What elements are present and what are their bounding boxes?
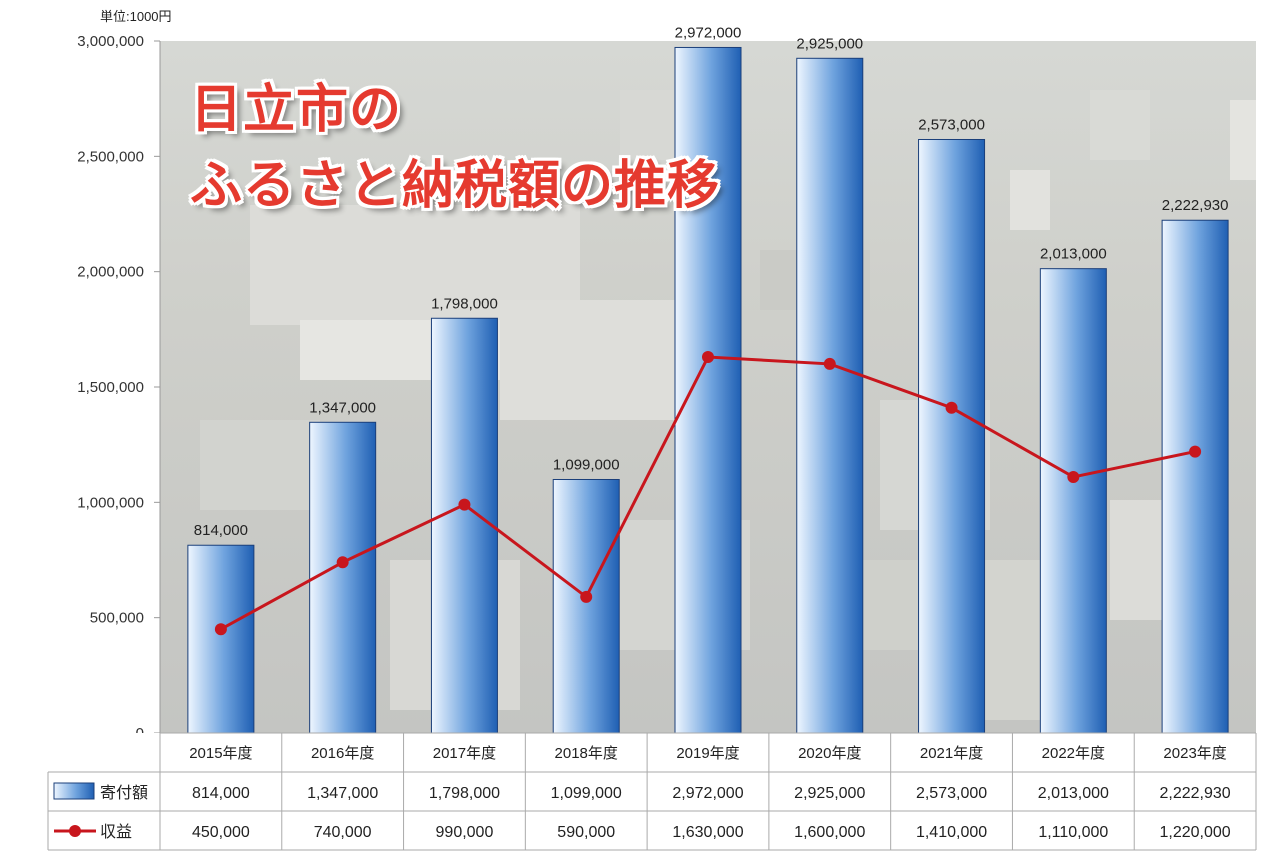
photo-block-8 [1090,90,1150,160]
bar-data-label: 2,925,000 [796,35,863,52]
line-point [823,357,836,370]
bar [674,46,742,734]
table-cell-donation: 1,798,000 [429,785,500,802]
line-point [1189,445,1202,458]
bar [430,317,498,734]
table-cell-revenue: 1,220,000 [1160,824,1231,841]
x-tick-label: 2018年度 [555,745,618,762]
y-tick-label: 2,000,000 [77,264,144,281]
table-cell-revenue: 740,000 [314,824,372,841]
bar-data-label: 1,099,000 [553,456,620,473]
line-series [214,351,1202,636]
bar [309,421,377,734]
bar-data-label: 2,972,000 [675,24,742,41]
table-background [48,733,1256,850]
legend-label-donation: 寄付額 [100,784,148,802]
bar [552,478,620,734]
y-tick-label: 500,000 [90,610,144,627]
table-cell-donation: 1,347,000 [307,785,378,802]
table-cell-donation: 2,013,000 [1038,785,1109,802]
y-tick-label: 1,500,000 [77,379,144,396]
line-point [580,590,593,603]
bar [1161,219,1229,734]
line-point [336,556,349,569]
bar-series: 814,000 1,347,000 1,798,000 1,099,000 2,972,… [187,24,1229,734]
bar [187,544,255,734]
unit-label: 単位:1000円 [100,9,172,24]
x-tick-label: 2016年度 [311,745,374,762]
chart-title: 日立市の ふるさと納税額の推移 [190,72,720,224]
line-point [945,401,958,414]
y-tick-label: 2,500,000 [77,148,144,165]
legend-marker-revenue [69,825,81,837]
y-axis: 0500,0001,000,0001,500,0002,000,0002,500… [77,33,161,742]
bar-data-label: 1,347,000 [309,399,376,416]
bar-data-label: 2,013,000 [1040,246,1107,263]
table-cell-donation: 2,925,000 [794,785,865,802]
photo-block-9 [1230,100,1256,180]
table-cell-donation: 1,099,000 [551,785,622,802]
data-table: 2015年度 2016年度 2017年度 2018年度 2019年度 2020年度 2021… [47,732,1257,851]
table-cell-revenue: 1,410,000 [916,824,987,841]
legend-swatch-donation [53,782,95,800]
bar-data-label: 814,000 [194,522,248,539]
bar-data-label: 1,798,000 [431,295,498,312]
bar [1039,268,1107,734]
table-cell-donation: 2,573,000 [916,785,987,802]
table-cell-revenue: 450,000 [192,824,250,841]
bar-data-label: 2,573,000 [918,116,985,133]
table-cell-revenue: 1,630,000 [672,824,743,841]
photo-block-13 [620,90,680,160]
photo-block-2 [500,300,690,420]
chart-title-line-2: ふるさと納税額の推移 [190,155,721,216]
table-cell-donation: 2,972,000 [672,785,743,802]
y-tick-label: 1,000,000 [77,494,144,511]
line-point [214,623,227,636]
table-cell-revenue: 590,000 [557,824,615,841]
x-tick-label: 2019年度 [676,745,739,762]
table-cell-revenue: 990,000 [436,824,494,841]
legend-label-revenue: 収益 [100,823,132,841]
table-cell-donation: 2,222,930 [1160,785,1231,802]
x-tick-label: 2023年度 [1163,745,1226,762]
x-tick-label: 2020年度 [798,745,861,762]
line-point [1067,470,1080,483]
bar [918,138,986,734]
line-point [458,498,471,511]
x-tick-label: 2021年度 [920,745,983,762]
table-cell-donation: 814,000 [192,785,250,802]
line-point [702,351,714,364]
photo-block-7 [1010,170,1050,230]
bar [796,57,864,734]
table-cell-revenue: 1,600,000 [794,824,865,841]
bar-data-label: 2,222,930 [1162,197,1229,214]
photo-block-3 [200,420,320,510]
y-tick-label: 3,000,000 [77,33,144,50]
table-cell-revenue: 1,110,000 [1038,824,1108,841]
x-tick-label: 2015年度 [189,745,252,762]
chart-title-line-1: 日立市の [190,79,403,140]
x-tick-label: 2017年度 [433,745,496,762]
x-tick-label: 2022年度 [1042,745,1105,762]
